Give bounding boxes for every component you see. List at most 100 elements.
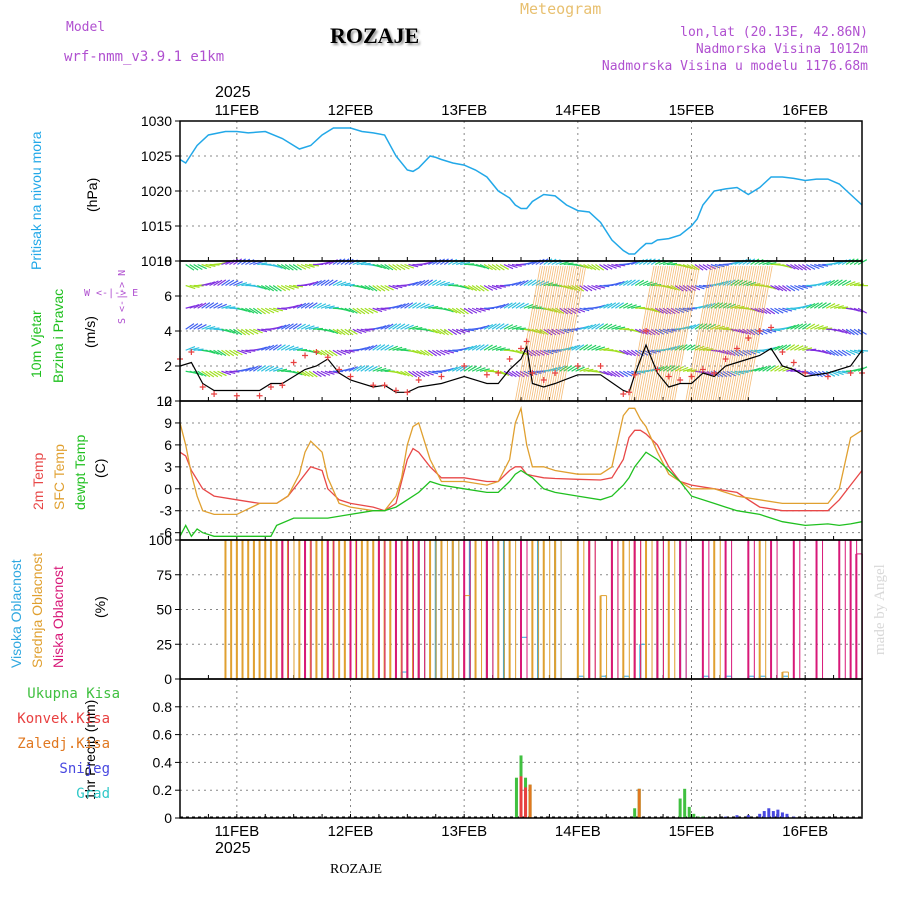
- wind-arrow: [499, 263, 509, 270]
- snow-bar: [762, 811, 766, 818]
- wind-arrow: [583, 284, 593, 292]
- wind-gust-marker: [631, 371, 638, 378]
- wind-arrow: [686, 324, 697, 330]
- wind-arrow: [833, 370, 844, 376]
- wind-arrow: [444, 349, 455, 354]
- wind-arrow: [185, 345, 196, 351]
- wind-arrow: [388, 323, 398, 330]
- wind-arrow: [197, 302, 207, 309]
- wind-storm-arrow: [742, 265, 769, 402]
- wind-storm-arrow: [674, 265, 700, 402]
- wind-storm-arrow: [737, 265, 764, 402]
- wind-arrow: [670, 365, 680, 372]
- wind-arrow: [404, 324, 414, 330]
- wind-storm-arrow: [537, 265, 564, 402]
- wind-arrow: [479, 284, 489, 292]
- wind-arrow: [384, 323, 394, 330]
- wind-gust-marker: [699, 366, 706, 373]
- wind-arrow: [841, 349, 852, 356]
- wind-arrow: [380, 344, 390, 351]
- wind-arrow: [837, 279, 847, 287]
- x-tick-label-top: 15FEB: [669, 102, 715, 119]
- wind-arrow: [631, 328, 641, 334]
- wind-storm-arrow: [660, 265, 687, 402]
- wind-arrow: [619, 349, 629, 356]
- wind-arrow: [213, 370, 223, 377]
- wind-arrow: [603, 302, 613, 309]
- wind-arrow: [479, 307, 491, 311]
- wind-arrow: [825, 349, 836, 356]
- wind-arrow: [288, 304, 299, 309]
- wind-arrow: [682, 263, 693, 270]
- wind-arrow: [471, 307, 482, 313]
- wind-gust-marker: [404, 389, 411, 396]
- wind-arrow: [253, 260, 264, 266]
- wind-arrow: [284, 345, 295, 351]
- wind-storm-arrow: [719, 265, 746, 402]
- wind-arrow: [523, 279, 533, 286]
- wind-arrow: [408, 302, 418, 309]
- wind-arrow: [483, 284, 494, 291]
- wind-arrow: [786, 344, 796, 351]
- wind-arrow: [412, 280, 422, 287]
- wind-arrow: [201, 324, 212, 330]
- wind-storm-arrow: [669, 265, 696, 402]
- wind-arrow: [770, 365, 780, 372]
- wind-arrow: [491, 323, 501, 330]
- wind-arrow: [459, 284, 470, 290]
- y-tick-label: 0: [164, 393, 172, 409]
- wind-arrow: [324, 328, 335, 334]
- wind-arrow: [734, 279, 744, 287]
- wind-arrow: [408, 325, 419, 330]
- wind-arrow: [360, 284, 371, 291]
- wind-arrow: [340, 282, 351, 287]
- wind-arrow: [189, 263, 199, 271]
- y-tick-label: 25: [156, 636, 172, 652]
- wind-arrow: [838, 370, 849, 374]
- wind-arrow: [638, 258, 648, 266]
- wind-arrow: [471, 285, 481, 292]
- wind-arrow: [460, 261, 471, 266]
- wind-arrow: [790, 344, 800, 351]
- wind-arrow: [304, 370, 314, 378]
- wind-arrow: [634, 328, 645, 335]
- wind-arrow: [229, 349, 239, 356]
- wind-arrow: [762, 365, 772, 372]
- wind-arrow: [392, 264, 402, 271]
- wind-storm-arrow: [635, 265, 662, 402]
- wind-storm-arrow: [717, 265, 744, 402]
- wind-arrow: [587, 284, 597, 291]
- wind-arrow: [662, 261, 673, 266]
- wind-arrow: [511, 326, 522, 330]
- y-tick-label: 0: [164, 481, 172, 497]
- wind-arrow: [467, 365, 478, 372]
- wind-arrow: [611, 281, 622, 287]
- x-tick-label-top: 16FEB: [782, 102, 828, 119]
- wind-gust-marker: [256, 392, 263, 399]
- snow-bar: [780, 812, 784, 818]
- wind-arrow: [515, 327, 526, 330]
- wind-arrow: [376, 285, 386, 292]
- wind-storm-arrow: [630, 265, 657, 402]
- wind-arrow: [599, 284, 610, 288]
- wind-arrow: [487, 284, 498, 291]
- wind-arrow: [324, 370, 335, 375]
- wind-arrow: [587, 344, 597, 351]
- wind-arrow: [790, 263, 800, 271]
- wind-arrow: [571, 344, 581, 351]
- wind-arrow: [432, 279, 442, 287]
- wind-arrow: [459, 307, 469, 315]
- wind-arrow: [746, 349, 757, 355]
- total-precip-bar: [514, 777, 518, 818]
- wind-storm-arrow: [544, 265, 571, 402]
- wind-arrow: [185, 323, 195, 330]
- wind-arrow: [475, 263, 486, 269]
- snow-bar: [776, 809, 780, 818]
- snow-bar: [785, 813, 789, 818]
- wind-arrow: [563, 365, 573, 372]
- wind-arrow: [213, 349, 223, 356]
- x-tick-label-top: 12FEB: [328, 102, 374, 119]
- wind-arrow: [483, 344, 493, 351]
- wind-arrow: [829, 279, 839, 286]
- wind-arrow: [217, 303, 227, 309]
